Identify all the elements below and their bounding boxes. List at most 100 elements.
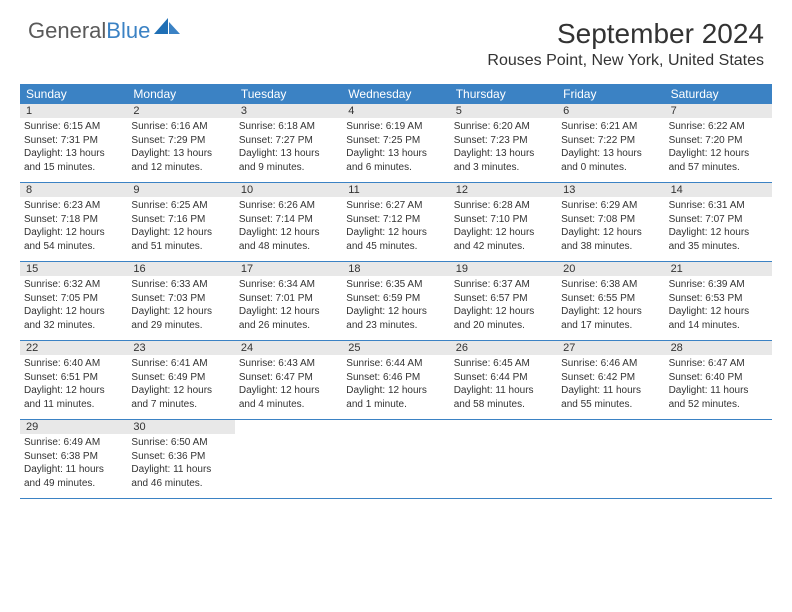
sunrise-line: Sunrise: 6:15 AM: [24, 120, 123, 134]
sunrise-line: Sunrise: 6:16 AM: [131, 120, 230, 134]
daylight-line: Daylight: 12 hours: [131, 384, 230, 398]
sunrise-line: Sunrise: 6:40 AM: [24, 357, 123, 371]
day-header: Friday: [557, 84, 664, 104]
daylight-line: and 0 minutes.: [561, 161, 660, 175]
daylight-line: Daylight: 11 hours: [561, 384, 660, 398]
sunrise-line: Sunrise: 6:38 AM: [561, 278, 660, 292]
daylight-line: Daylight: 12 hours: [346, 226, 445, 240]
daylight-line: Daylight: 13 hours: [131, 147, 230, 161]
calendar-cell: 27Sunrise: 6:46 AMSunset: 6:42 PMDayligh…: [557, 341, 664, 419]
daylight-line: and 42 minutes.: [454, 240, 553, 254]
sunrise-line: Sunrise: 6:49 AM: [24, 436, 123, 450]
day-headers-row: SundayMondayTuesdayWednesdayThursdayFrid…: [20, 84, 772, 104]
calendar-cell: .: [235, 420, 342, 498]
sunset-line: Sunset: 7:12 PM: [346, 213, 445, 227]
sunset-line: Sunset: 7:03 PM: [131, 292, 230, 306]
daylight-line: and 58 minutes.: [454, 398, 553, 412]
calendar-cell: 13Sunrise: 6:29 AMSunset: 7:08 PMDayligh…: [557, 183, 664, 261]
calendar-cell: .: [665, 420, 772, 498]
sunrise-line: Sunrise: 6:25 AM: [131, 199, 230, 213]
daylight-line: and 54 minutes.: [24, 240, 123, 254]
sunset-line: Sunset: 6:55 PM: [561, 292, 660, 306]
calendar-cell: 26 Sunrise: 6:45 AMSunset: 6:44 PMDayligh…: [450, 341, 557, 419]
header: GeneralBlue September 2024 Rouses Point,…: [0, 0, 792, 74]
sunset-line: Sunset: 6:51 PM: [24, 371, 123, 385]
sunrise-line: Sunrise: 6:45 AM: [454, 357, 553, 371]
daylight-line: Daylight: 13 hours: [454, 147, 553, 161]
day-number: 25: [342, 341, 449, 355]
day-header: Tuesday: [235, 84, 342, 104]
title-block: September 2024 Rouses Point, New York, U…: [487, 18, 764, 70]
calendar-cell: 8Sunrise: 6:23 AMSunset: 7:18 PMDaylight…: [20, 183, 127, 261]
daylight-line: and 14 minutes.: [669, 319, 768, 333]
day-header: Wednesday: [342, 84, 449, 104]
calendar-cell: 19Sunrise: 6:37 AMSunset: 6:57 PMDayligh…: [450, 262, 557, 340]
daylight-line: Daylight: 12 hours: [24, 226, 123, 240]
day-number: 10: [235, 183, 342, 197]
day-number: 20: [557, 262, 664, 276]
day-number: 24: [235, 341, 342, 355]
day-number: 16: [127, 262, 234, 276]
sunrise-line: Sunrise: 6:22 AM: [669, 120, 768, 134]
sunrise-line: Sunrise: 6:37 AM: [454, 278, 553, 292]
calendar-cell: 3Sunrise: 6:18 AMSunset: 7:27 PMDaylight…: [235, 104, 342, 182]
day-number: 29: [20, 420, 127, 434]
calendar-cell: 7Sunrise: 6:22 AMSunset: 7:20 PMDaylight…: [665, 104, 772, 182]
day-number: 14: [665, 183, 772, 197]
week-row: 22 Sunrise: 6:40 AMSunset: 6:51 PM Dayligh…: [20, 341, 772, 420]
calendar-cell: 15Sunrise: 6:32 AMSunset: 7:05 PMDayligh…: [20, 262, 127, 340]
logo-sail-icon: [154, 16, 180, 42]
daylight-line: Daylight: 12 hours: [669, 226, 768, 240]
day-number: 8: [20, 183, 127, 197]
daylight-line: Daylight: 12 hours: [561, 226, 660, 240]
day-number: 30: [127, 420, 234, 434]
sunset-line: Sunset: 6:36 PM: [131, 450, 230, 464]
calendar-cell: 12Sunrise: 6:28 AMSunset: 7:10 PMDayligh…: [450, 183, 557, 261]
sunrise-line: Sunrise: 6:21 AM: [561, 120, 660, 134]
daylight-line: and 48 minutes.: [239, 240, 338, 254]
location: Rouses Point, New York, United States: [487, 52, 764, 70]
day-number: 13: [557, 183, 664, 197]
sunset-line: Sunset: 7:14 PM: [239, 213, 338, 227]
sunset-line: Sunset: 7:01 PM: [239, 292, 338, 306]
calendar-cell: .: [450, 420, 557, 498]
daylight-line: and 52 minutes.: [669, 398, 768, 412]
calendar-cell: 25Sunrise: 6:44 AMSunset: 6:46 PMDayligh…: [342, 341, 449, 419]
calendar-cell: 17Sunrise: 6:34 AMSunset: 7:01 PMDayligh…: [235, 262, 342, 340]
sunrise-line: Sunrise: 6:31 AM: [669, 199, 768, 213]
daylight-line: Daylight: 12 hours: [239, 305, 338, 319]
day-header: Thursday: [450, 84, 557, 104]
calendar-cell: 23Sunrise: 6:41 AMSunset: 6:49 PMDayligh…: [127, 341, 234, 419]
sunset-line: Sunset: 6:49 PM: [131, 371, 230, 385]
day-number: 26: [450, 341, 557, 355]
weeks-container: 1Sunrise: 6:15 AMSunset: 7:31 PMDaylight…: [20, 104, 772, 499]
sunrise-line: Sunrise: 6:46 AM: [561, 357, 660, 371]
daylight-line: and 51 minutes.: [131, 240, 230, 254]
sunrise-line: Sunrise: 6:47 AM: [669, 357, 768, 371]
month-title: September 2024: [487, 18, 764, 50]
daylight-line: Daylight: 13 hours: [561, 147, 660, 161]
logo-text-blue: Blue: [106, 18, 150, 44]
daylight-line: and 46 minutes.: [131, 477, 230, 491]
daylight-line: and 6 minutes.: [346, 161, 445, 175]
sunset-line: Sunset: 7:31 PM: [24, 134, 123, 148]
sunrise-line: Sunrise: 6:20 AM: [454, 120, 553, 134]
daylight-line: Daylight: 11 hours: [669, 384, 768, 398]
daylight-line: Daylight: 11 hours: [454, 384, 553, 398]
calendar-cell: 5Sunrise: 6:20 AMSunset: 7:23 PMDaylight…: [450, 104, 557, 182]
calendar-cell: 9Sunrise: 6:25 AMSunset: 7:16 PMDaylight…: [127, 183, 234, 261]
sunset-line: Sunset: 7:23 PM: [454, 134, 553, 148]
calendar-cell: 22Sunrise: 6:40 AMSunset: 6:51 PMDayligh…: [20, 341, 127, 419]
daylight-line: and 23 minutes.: [346, 319, 445, 333]
sunrise-line: Sunrise: 6:34 AM: [239, 278, 338, 292]
calendar-cell: 11Sunrise: 6:27 AMSunset: 7:12 PMDayligh…: [342, 183, 449, 261]
daylight-line: Daylight: 12 hours: [454, 305, 553, 319]
sunrise-line: Sunrise: 6:26 AM: [239, 199, 338, 213]
logo-text-general: General: [28, 18, 106, 44]
day-number: 22: [20, 341, 127, 355]
sunrise-line: Sunrise: 6:41 AM: [131, 357, 230, 371]
sunset-line: Sunset: 6:44 PM: [454, 371, 553, 385]
calendar-cell: 20Sunrise: 6:38 AMSunset: 6:55 PMDayligh…: [557, 262, 664, 340]
daylight-line: Daylight: 12 hours: [346, 305, 445, 319]
daylight-line: and 49 minutes.: [24, 477, 123, 491]
